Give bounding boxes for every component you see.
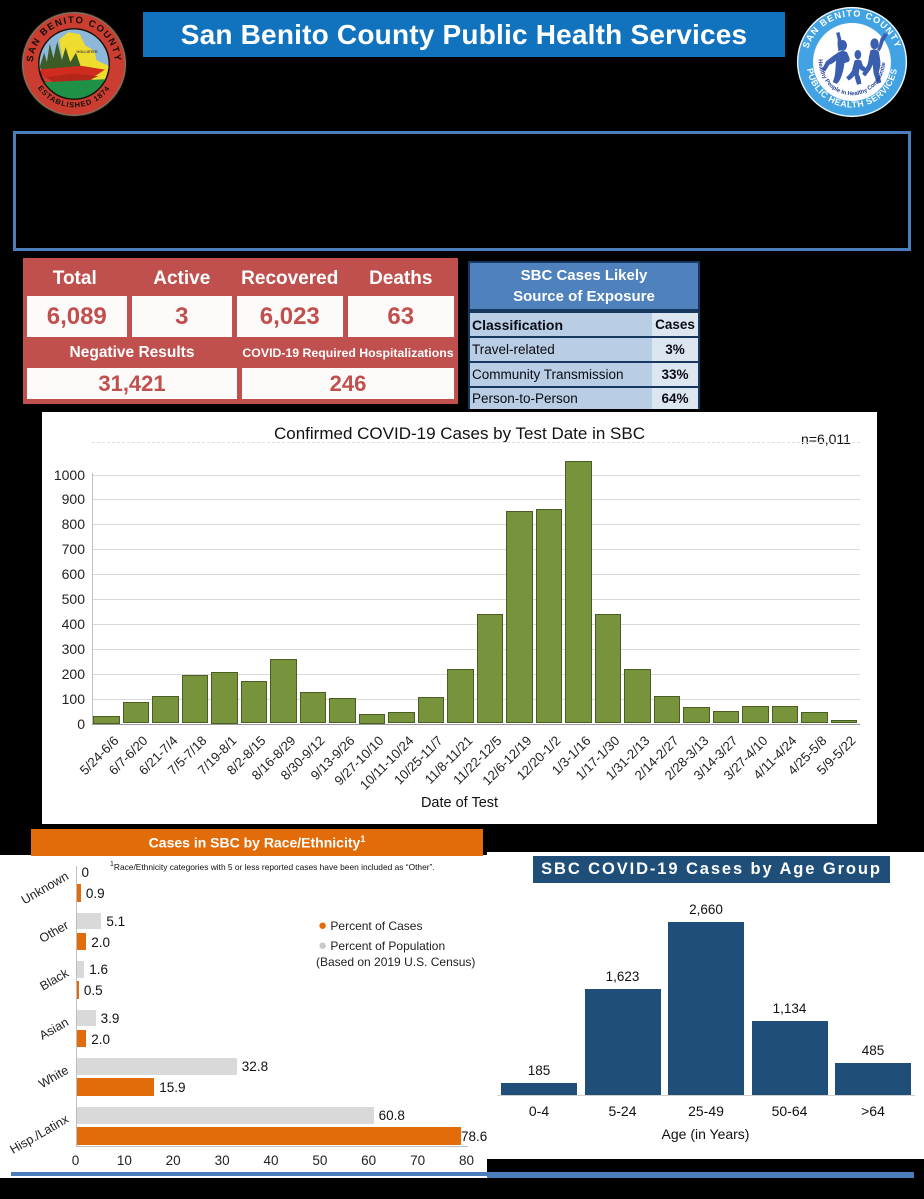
svg-text:HOLLISTER: HOLLISTER <box>77 50 98 54</box>
